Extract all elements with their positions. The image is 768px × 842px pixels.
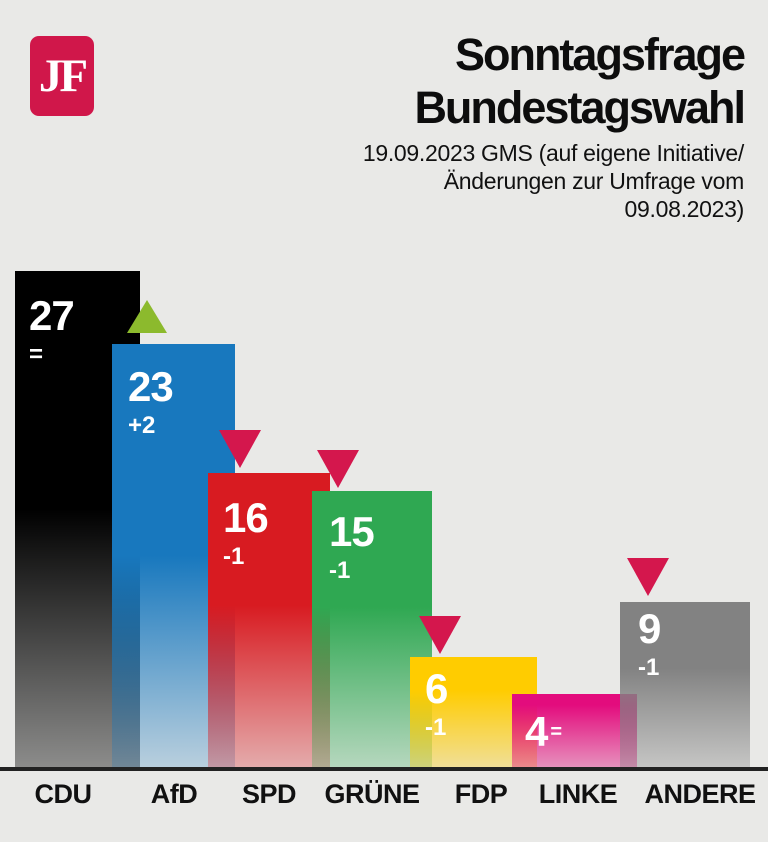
chart-baseline <box>0 767 768 771</box>
bar-value: 6 <box>425 665 448 712</box>
trend-down-icon <box>317 450 359 488</box>
bar-linke: 4 = <box>512 694 637 767</box>
category-label-cdu: CDU <box>34 779 93 809</box>
bar-change: -1 <box>425 714 447 741</box>
category-label-gruene: GRÜNE <box>324 779 420 809</box>
category-label-andere: ANDERE <box>644 779 756 809</box>
bar-change: = <box>550 721 562 743</box>
bar-value: 9 <box>638 605 661 652</box>
trend-down-icon <box>219 430 261 468</box>
title-line-2: Bundestagswahl <box>414 82 746 133</box>
bar-andere: 9 -1 <box>620 602 750 767</box>
jf-logo: JF <box>30 36 94 116</box>
bar-change: +2 <box>128 412 156 439</box>
bar-value: 27 <box>29 292 75 339</box>
title-line-1: Sonntagsfrage <box>454 29 746 80</box>
bar-spd: 16 -1 <box>208 473 330 767</box>
category-label-fdp: FDP <box>454 779 508 809</box>
bar-change: = <box>29 341 44 368</box>
bar-change: -1 <box>329 557 351 584</box>
trend-up-icon <box>127 300 167 333</box>
subtitle-line-2: Änderungen zur Umfrage vom <box>443 168 745 194</box>
subtitle-line-3: 09.08.2023) <box>624 196 745 222</box>
trend-down-icon <box>419 616 461 654</box>
bar-value: 23 <box>128 363 174 410</box>
bar-change: -1 <box>223 543 245 570</box>
subtitle-line-1: 19.09.2023 GMS (auf eigene Initiative/ <box>362 140 744 166</box>
page-title: Sonntagsfrage Bundestagswahl <box>120 28 746 134</box>
bar-value: 16 <box>223 494 269 541</box>
subtitle: 19.09.2023 GMS (auf eigene Initiative/ Ä… <box>120 139 744 223</box>
bar-value: 4 = <box>525 708 562 755</box>
trend-down-icon <box>627 558 669 596</box>
bar-change: -1 <box>638 654 660 681</box>
category-label-linke: LINKE <box>538 779 618 809</box>
header: Sonntagsfrage Bundestagswahl 19.09.2023 G… <box>120 28 746 223</box>
bar-value: 15 <box>329 508 375 555</box>
jf-logo-text: JF <box>38 49 88 102</box>
category-label-afd: AfD <box>150 779 198 809</box>
category-label-spd: SPD <box>241 779 297 809</box>
